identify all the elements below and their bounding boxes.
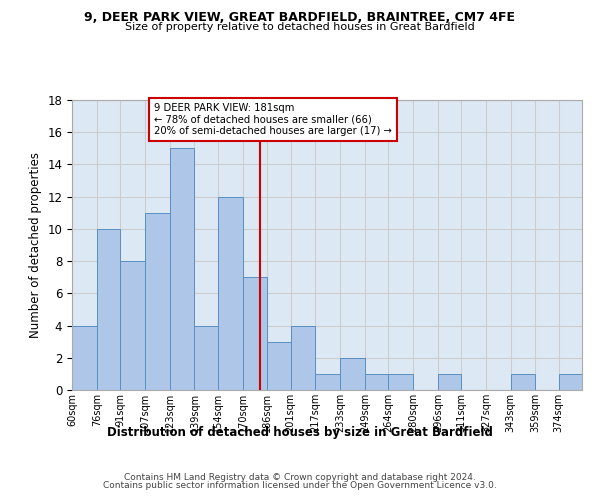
Bar [438,374,461,390]
Text: Contains HM Land Registry data © Crown copyright and database right 2024.: Contains HM Land Registry data © Crown c… [124,472,476,482]
Bar [559,374,582,390]
Bar [194,326,218,390]
Bar [170,148,194,390]
Text: 9 DEER PARK VIEW: 181sqm
← 78% of detached houses are smaller (66)
20% of semi-d: 9 DEER PARK VIEW: 181sqm ← 78% of detach… [154,103,392,136]
Text: 9, DEER PARK VIEW, GREAT BARDFIELD, BRAINTREE, CM7 4FE: 9, DEER PARK VIEW, GREAT BARDFIELD, BRAI… [85,11,515,24]
Bar [72,326,97,390]
Bar [97,229,120,390]
Text: Size of property relative to detached houses in Great Bardfield: Size of property relative to detached ho… [125,22,475,32]
Bar [242,277,268,390]
Text: Contains public sector information licensed under the Open Government Licence v3: Contains public sector information licen… [103,481,497,490]
Y-axis label: Number of detached properties: Number of detached properties [29,152,42,338]
Bar [218,196,242,390]
Bar [316,374,340,390]
Bar [145,213,170,390]
Bar [268,342,290,390]
Bar [511,374,535,390]
Bar [120,261,145,390]
Bar [340,358,365,390]
Text: Distribution of detached houses by size in Great Bardfield: Distribution of detached houses by size … [107,426,493,439]
Bar [365,374,388,390]
Bar [290,326,316,390]
Bar [388,374,413,390]
